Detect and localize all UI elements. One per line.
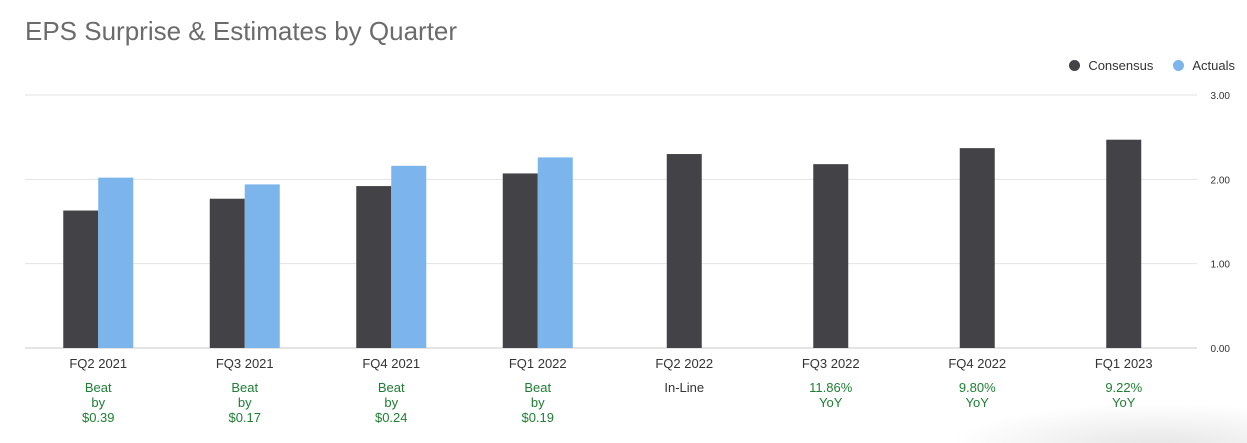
bar-actual	[98, 177, 134, 348]
bars	[63, 139, 1142, 348]
surprise-annotation-line: $0.19	[521, 410, 554, 425]
x-tick-label: FQ1 2023	[1095, 356, 1153, 371]
x-tick-label: FQ4 2022	[948, 356, 1006, 371]
x-tick-label: FQ1 2022	[509, 356, 567, 371]
bar-actual	[391, 165, 427, 348]
chart-title: EPS Surprise & Estimates by Quarter	[25, 16, 458, 46]
surprise-annotation-line: by	[531, 395, 545, 410]
x-axis-ticks: FQ2 2021 FQ3 2021 FQ4 2021 FQ1 2022 FQ2 2022…	[69, 356, 1152, 371]
surprise-annotation-line: YoY	[1112, 395, 1136, 410]
bar-consensus	[1106, 139, 1142, 348]
surprise-annotations: Beatby$0.39Beatby$0.17Beatby$0.24Beatby$…	[82, 380, 1143, 425]
bar-consensus	[209, 198, 245, 348]
bar-consensus	[813, 164, 849, 348]
bar-actual	[537, 157, 573, 348]
chart-legend: Consensus Actuals	[1069, 58, 1235, 73]
grid-lines	[25, 94, 1197, 349]
y-tick-label: 1.00	[1211, 260, 1231, 271]
bar-consensus	[959, 148, 995, 348]
surprise-annotation-line: 9.80%	[959, 380, 996, 395]
bar-actual	[244, 184, 280, 348]
surprise-annotation-line: Beat	[231, 380, 258, 395]
y-tick-label: 0.00	[1211, 344, 1231, 355]
surprise-annotation-line: Beat	[524, 380, 551, 395]
legend-marker-consensus	[1069, 60, 1081, 71]
x-tick-label: FQ2 2021	[69, 356, 127, 371]
y-axis-ticks: 0.00 1.00 2.00 3.00	[1211, 91, 1231, 355]
surprise-annotation-line: $0.17	[228, 410, 261, 425]
surprise-annotation-line: $0.39	[82, 410, 115, 425]
surprise-annotation-line: Beat	[378, 380, 405, 395]
surprise-annotation-line: In-Line	[664, 380, 704, 395]
surprise-annotation-line: by	[91, 395, 105, 410]
surprise-annotation-line: 11.86%	[809, 380, 853, 395]
x-tick-label: FQ3 2022	[802, 356, 860, 371]
x-tick-label: FQ4 2021	[362, 356, 420, 371]
bar-consensus	[63, 210, 99, 348]
y-tick-label: 2.00	[1211, 175, 1231, 186]
surprise-annotation-line: by	[238, 395, 252, 410]
legend-marker-actuals	[1173, 60, 1185, 71]
x-tick-label: FQ2 2022	[655, 356, 713, 371]
legend-item-actuals[interactable]: Actuals	[1173, 58, 1235, 73]
y-tick-label: 3.00	[1211, 91, 1231, 102]
surprise-annotation-line: $0.24	[375, 410, 408, 425]
bar-consensus	[666, 154, 702, 348]
x-tick-label: FQ3 2021	[216, 356, 274, 371]
surprise-annotation-line: YoY	[819, 395, 843, 410]
legend-label-actuals: Actuals	[1192, 58, 1235, 73]
surprise-annotation-line: YoY	[966, 395, 990, 410]
bar-consensus	[502, 173, 538, 348]
bar-consensus	[356, 186, 392, 348]
surprise-annotation-line: by	[384, 395, 398, 410]
surprise-annotation-line: Beat	[85, 380, 112, 395]
legend-label-consensus: Consensus	[1088, 58, 1154, 73]
legend-item-consensus[interactable]: Consensus	[1069, 58, 1153, 73]
surprise-annotation-line: 9.22%	[1105, 380, 1142, 395]
